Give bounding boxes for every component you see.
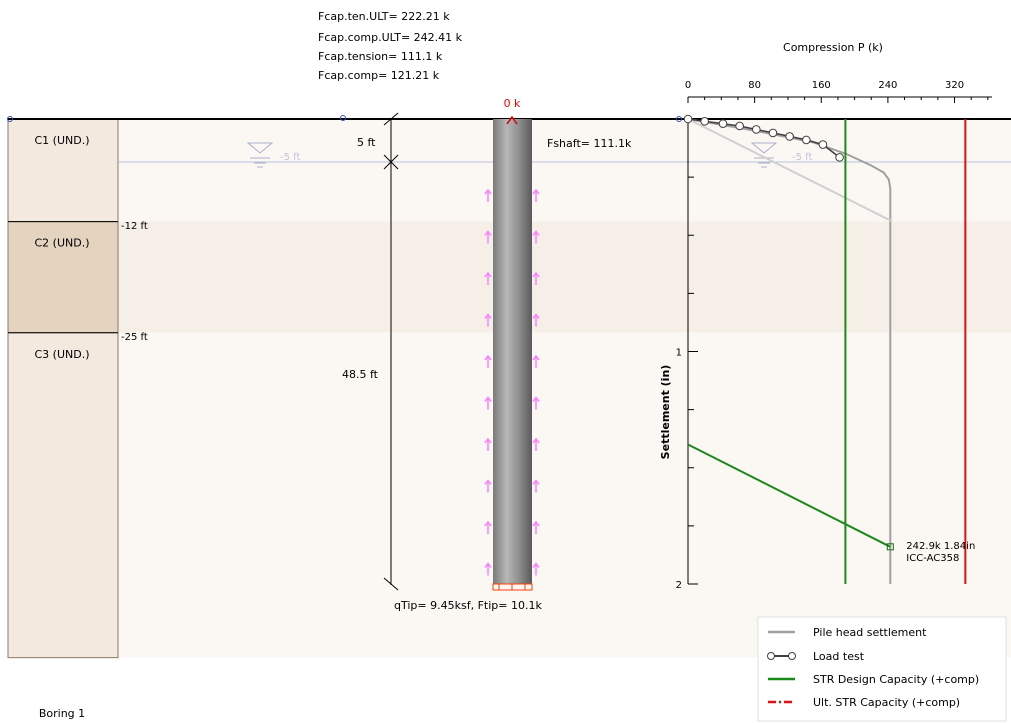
skin-friction-arrow-icon xyxy=(532,271,540,285)
capacity-summary: Fcap.ten.ULT= 222.21 k Fcap.comp.ULT= 24… xyxy=(318,10,463,82)
ground-node-icon xyxy=(340,115,346,121)
skin-friction-arrow-icon xyxy=(484,188,492,202)
settlement-point-label: 242.9k 1.84in xyxy=(906,541,975,552)
shaft-force-label: Fshaft= 111.1k xyxy=(547,137,632,150)
top-load-arrow-icon xyxy=(506,115,518,125)
soil-layer-column xyxy=(7,221,119,334)
water-table-label-left: -5 ft xyxy=(280,152,300,163)
load-test-point xyxy=(835,153,844,162)
ground-node-icon xyxy=(676,116,682,122)
y-tick-label: 1 xyxy=(676,348,682,359)
skin-friction-arrow-icon xyxy=(532,354,540,368)
layer-depth-label-12: -12 ft xyxy=(121,221,148,232)
pile-head-settlement-line xyxy=(687,118,892,584)
skin-friction-arrow-icon xyxy=(484,313,492,327)
load-test-point xyxy=(768,128,778,138)
legend-item-pile-head: Pile head settlement xyxy=(813,626,927,639)
fcap-tension: Fcap.tension= 111.1 k xyxy=(318,50,443,63)
soil-band xyxy=(118,221,1011,333)
layer-depth-label-25: -25 ft xyxy=(121,332,148,343)
x-tick-label: 80 xyxy=(748,80,761,91)
chart-series xyxy=(683,114,967,584)
x-tick-label: 320 xyxy=(945,80,964,91)
legend-item-load-test: Load test xyxy=(813,650,865,663)
skin-friction-arrow-icon xyxy=(532,562,540,576)
design-load-settlement-line xyxy=(687,443,891,548)
x-axis-label: Compression P (k) xyxy=(783,41,883,54)
soil-layer-column xyxy=(7,118,119,223)
x-tick-label: 0 xyxy=(685,80,691,91)
skin-friction-arrow-icon xyxy=(484,437,492,451)
soil-layer-label: C3 (UND.) xyxy=(34,348,89,361)
ground-node-icon xyxy=(7,116,13,122)
skin-friction-arrow-icon xyxy=(532,520,540,534)
fcap-ten-ult: Fcap.ten.ULT= 222.21 k xyxy=(318,10,450,23)
tip-force-label: qTip= 9.45ksf, Ftip= 10.1k xyxy=(394,599,542,612)
pile-dimensions: 5 ft 48.5 ft xyxy=(342,112,399,591)
elastic-settlement-line xyxy=(687,118,893,223)
chart-legend: Pile head settlement Load test STR Desig… xyxy=(757,616,1007,722)
load-test-point xyxy=(735,121,744,131)
chart-axes: 0 80 160 240 320 1 2 xyxy=(676,80,992,591)
skin-friction-arrow-icon xyxy=(484,271,492,285)
water-table-icon-right xyxy=(750,142,778,168)
legend-marker-icon xyxy=(788,652,796,660)
y-axis-label: Settlement (in) xyxy=(659,365,672,460)
skin-friction-arrow-icon xyxy=(532,437,540,451)
skin-friction-arrows xyxy=(484,188,540,576)
soil-layers: C1 (UND.) C2 (UND.) C3 (UND.) xyxy=(7,118,1011,659)
load-test-point xyxy=(700,117,709,126)
legend-item-str-design: STR Design Capacity (+comp) xyxy=(813,673,979,686)
dim-tick-bottom xyxy=(383,577,399,591)
skin-friction-arrow-icon xyxy=(484,354,492,368)
pile: 0 k Fshaft= 111.1k qTip= 9.45ksf, Ftip= … xyxy=(394,97,632,612)
skin-friction-arrow-icon xyxy=(484,479,492,493)
soil-band xyxy=(118,119,1011,222)
top-load-label: 0 k xyxy=(504,97,521,110)
load-test-point xyxy=(801,135,811,145)
x-tick-label: 160 xyxy=(812,80,831,91)
load-test-point xyxy=(785,132,794,141)
skin-friction-arrow-icon xyxy=(532,230,540,244)
legend-marker-icon xyxy=(767,652,775,660)
load-test-point xyxy=(751,125,761,134)
skin-friction-arrow-icon xyxy=(484,520,492,534)
settlement-chart: Compression P (k) Settlement (in) 0 80 160… xyxy=(659,41,992,591)
settlement-point-marker xyxy=(886,543,894,551)
load-test-point xyxy=(683,114,693,124)
embed-length-label: 5 ft xyxy=(357,136,376,149)
skin-friction-arrow-icon xyxy=(484,562,492,576)
settlement-point-code: ICC-AC358 xyxy=(906,553,959,564)
skin-friction-arrow-icon xyxy=(532,313,540,327)
pile-shaft xyxy=(493,119,532,584)
legend-box xyxy=(757,616,1007,722)
skin-friction-arrow-icon xyxy=(532,479,540,493)
skin-friction-arrow-icon xyxy=(484,396,492,410)
x-tick-label: 240 xyxy=(878,80,897,91)
fcap-comp: Fcap.comp= 121.21 k xyxy=(318,69,440,82)
boring-label: Boring 1 xyxy=(39,707,85,720)
y-tick-label: 2 xyxy=(676,580,682,591)
soil-band xyxy=(118,332,1011,658)
legend-item-ult-str: Ult. STR Capacity (+comp) xyxy=(813,696,960,709)
fcap-comp-ult: Fcap.comp.ULT= 242.41 k xyxy=(318,31,463,44)
load-test-point xyxy=(818,140,828,149)
load-test-point xyxy=(718,119,728,128)
soil-layer-label: C2 (UND.) xyxy=(34,237,89,250)
pile-length-label: 48.5 ft xyxy=(342,368,379,381)
skin-friction-arrow-icon xyxy=(532,188,540,202)
water-table-icon-left xyxy=(246,142,274,168)
skin-friction-arrow-icon xyxy=(532,396,540,410)
soil-layer-column xyxy=(7,332,119,659)
soil-layer-label: C1 (UND.) xyxy=(34,134,89,147)
water-table-label-right: -5 ft xyxy=(792,152,812,163)
load-test-line xyxy=(687,118,841,158)
skin-friction-arrow-icon xyxy=(484,230,492,244)
dim-tick-top xyxy=(383,112,399,126)
